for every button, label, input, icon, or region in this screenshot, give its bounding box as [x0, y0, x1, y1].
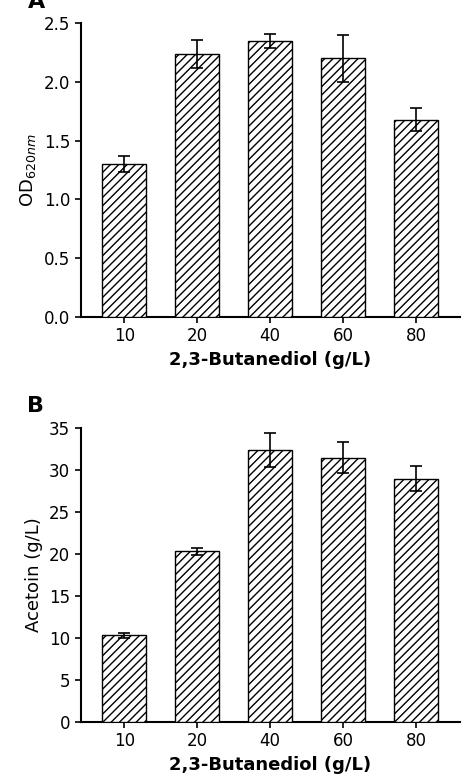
Text: B: B [27, 397, 45, 417]
Bar [248, 450, 292, 722]
Bar [321, 458, 365, 722]
Bar [102, 165, 146, 317]
Bar [175, 54, 219, 317]
Bar [394, 120, 438, 317]
Y-axis label: Acetoin (g/L): Acetoin (g/L) [26, 518, 44, 632]
Bar [321, 58, 365, 317]
X-axis label: 2,3-Butanediol (g/L): 2,3-Butanediol (g/L) [169, 351, 371, 369]
Bar [175, 552, 219, 722]
Text: A: A [27, 0, 45, 12]
Y-axis label: OD$_{620nm}$: OD$_{620nm}$ [18, 133, 38, 207]
Bar [394, 479, 438, 722]
Bar [248, 41, 292, 317]
Bar [102, 636, 146, 722]
X-axis label: 2,3-Butanediol (g/L): 2,3-Butanediol (g/L) [169, 756, 371, 774]
